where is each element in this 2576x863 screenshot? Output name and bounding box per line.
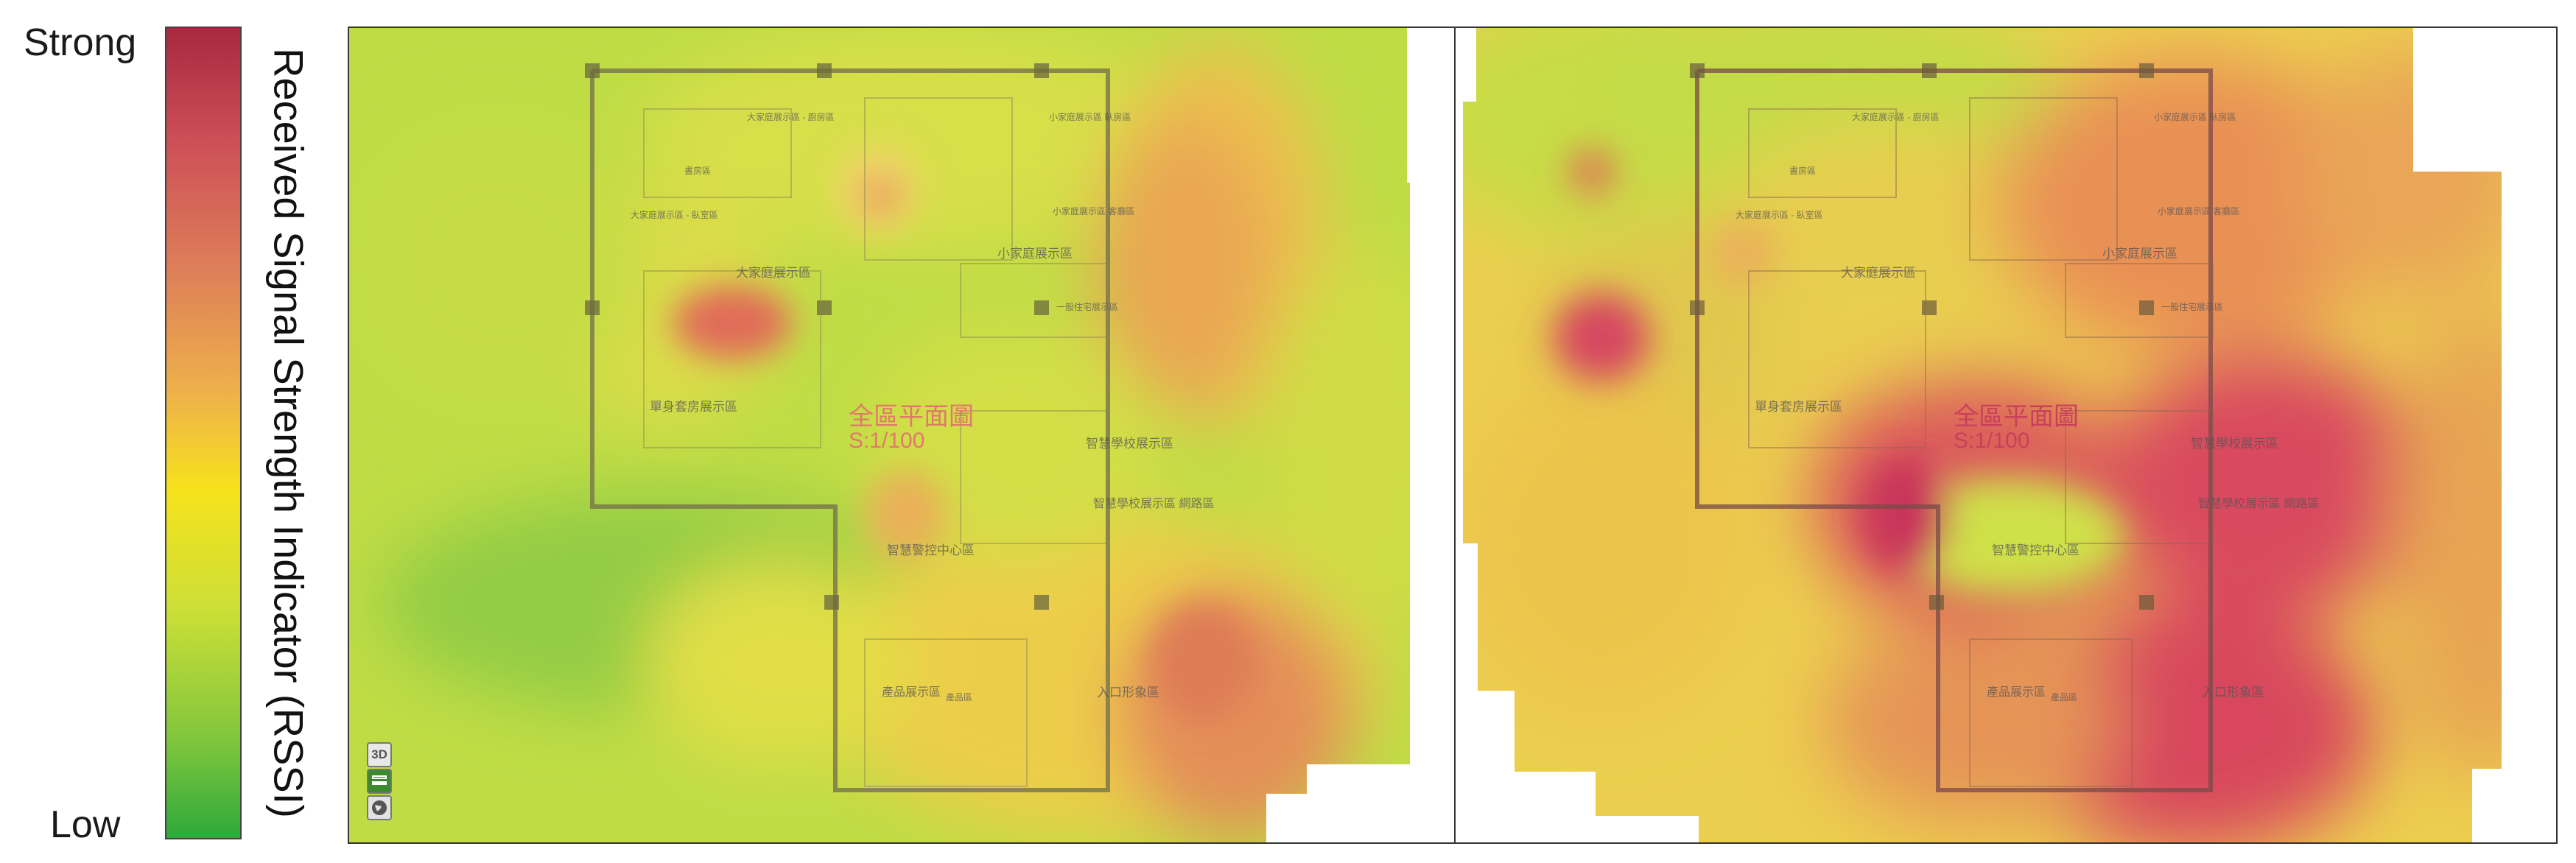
room-label: 大家庭展示區 [736,266,811,280]
room-label: 大家庭展示區 - 臥室區 [1736,210,1823,220]
heatmap-frame: 全區平面圖 S:1/100 大家庭展示區 - 廚房區 小家庭展示區 臥房區 書房… [348,27,2558,844]
legend-strong-label: Strong [24,21,137,64]
floor-plan-title-right: 全區平面圖 [1954,403,2079,431]
room-label: 智慧學校展示區 網路區 [2198,498,2320,510]
legend-low-label: Low [50,803,121,846]
rssi-colorbar [165,27,242,839]
rssi-axis-label: Received Signal Strength Indicator (RSSI… [265,48,312,818]
floor-plan-title-left: 全區平面圖 [849,403,974,431]
room-label: 小家庭展示區 臥房區 [2154,112,2236,122]
room-label: 產品區 [946,692,973,702]
room-label: 智慧學校展示區 [2191,437,2278,451]
room-label: 大家庭展示區 - 廚房區 [747,112,835,122]
room-label: 智慧學校展示區 [1086,437,1173,451]
room-label: 大家庭展示區 - 廚房區 [1852,112,1940,122]
room-label: 智慧警控中心區 [1992,543,2080,557]
room-label: 產品展示區 [1987,686,2046,699]
room-label: 產品展示區 [882,686,941,699]
floor-plan-scale-right: S:1/100 [1954,429,2030,453]
rssi-axis-label-container: Received Signal Strength Indicator (RSSI… [262,27,315,839]
heatmap-right[interactable]: 全區平面圖 S:1/100 大家庭展示區 - 廚房區 小家庭展示區 臥房區 書房… [1456,28,2556,842]
room-label: 智慧警控中心區 [887,543,975,557]
room-label: 產品區 [2051,692,2078,702]
room-label: 入口形象區 [1097,686,1159,700]
room-label: 一般住宅展示區 [2161,302,2224,312]
room-label: 小家庭展示區 客廳區 [2158,206,2240,216]
room-label: 一般住宅展示區 [1056,302,1119,312]
room-label: 書房區 [684,166,712,176]
room-label: 大家庭展示區 [1841,266,1916,280]
room-label: 大家庭展示區 - 臥室區 [631,210,718,220]
room-label: 書房區 [1789,166,1817,176]
room-label: 小家庭展示區 [2102,247,2177,261]
panel-divider [1454,28,1456,842]
room-label: 單身套房展示區 [1755,400,1842,414]
layers-icon[interactable] [367,769,392,794]
heatmap-left[interactable]: 全區平面圖 S:1/100 大家庭展示區 - 廚房區 小家庭展示區 臥房區 書房… [349,28,1454,842]
room-label: 單身套房展示區 [650,400,737,414]
room-label: 入口形象區 [2202,686,2264,700]
room-label: 小家庭展示區 [997,247,1073,261]
room-label: 小家庭展示區 臥房區 [1049,112,1131,122]
floor-plan-scale-left: S:1/100 [849,429,925,453]
room-label: 小家庭展示區 客廳區 [1053,206,1135,216]
globe-icon[interactable] [367,795,392,820]
room-label: 智慧學校展示區 網路區 [1093,498,1215,510]
3d-view-button[interactable]: 3D [367,742,392,767]
